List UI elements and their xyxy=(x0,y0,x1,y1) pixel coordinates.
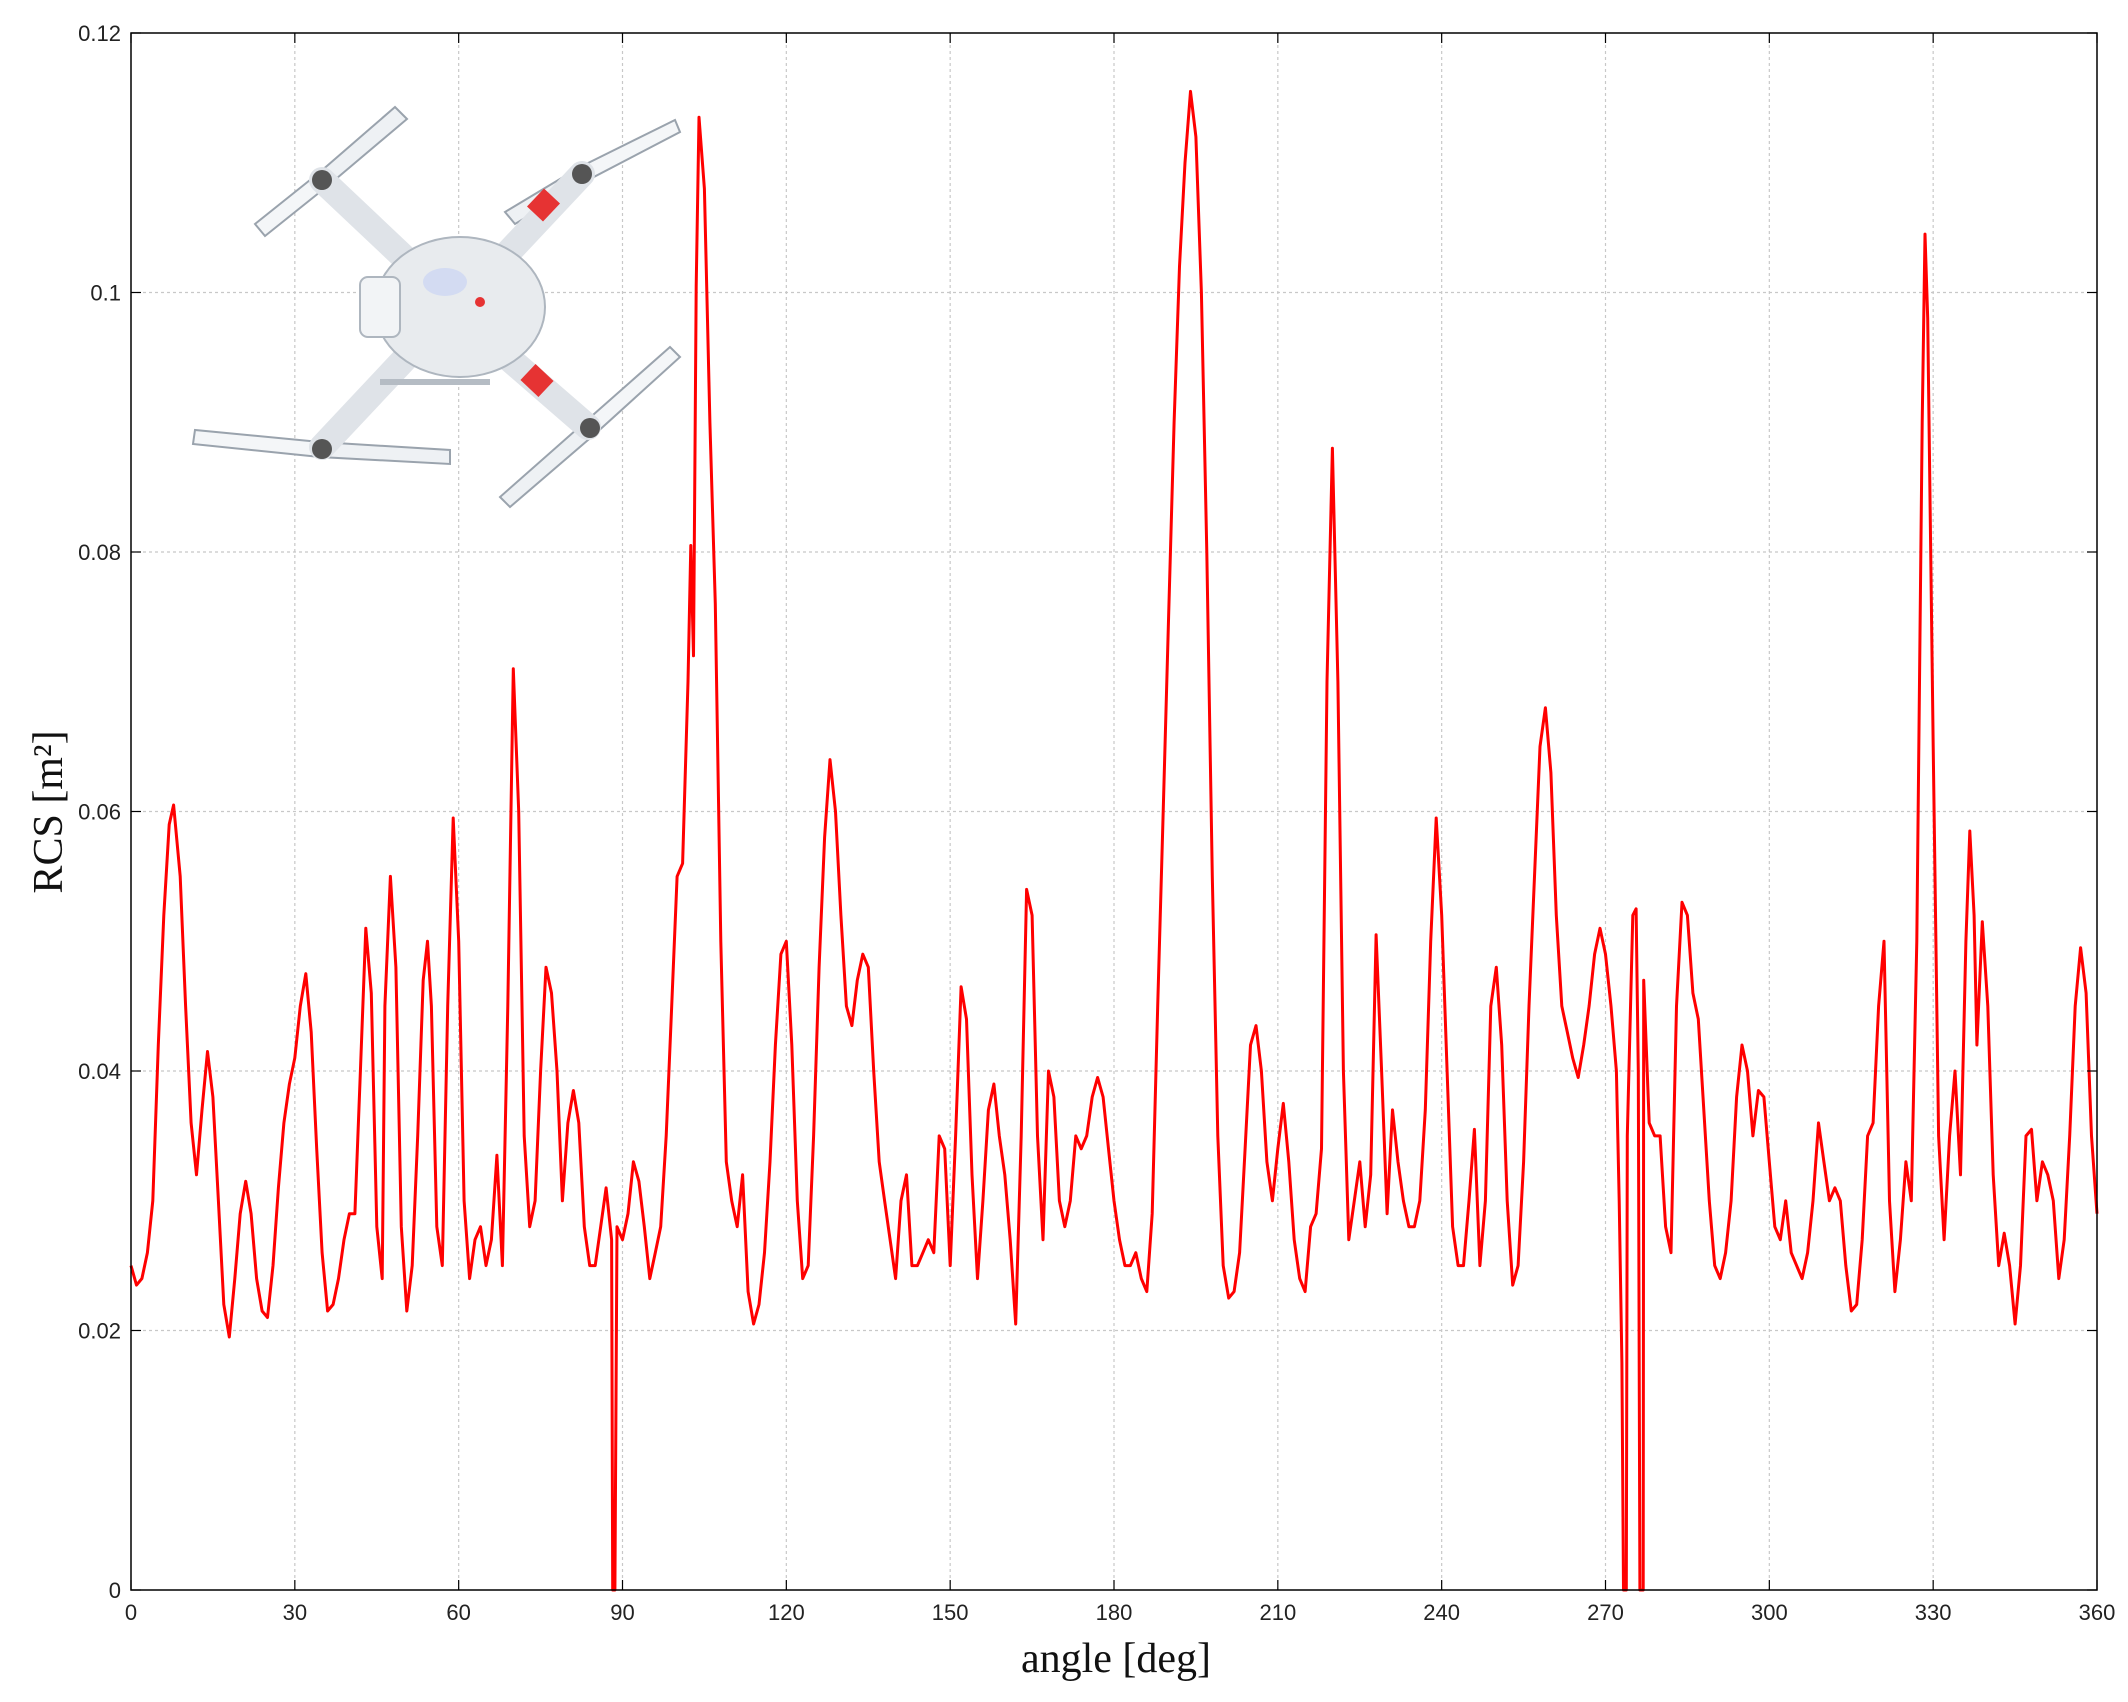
x-tick-label: 210 xyxy=(1259,1600,1296,1625)
grid-lines xyxy=(131,33,2097,1590)
drone-inset-image xyxy=(191,105,682,509)
x-tick-label: 90 xyxy=(610,1600,634,1625)
x-tick-label: 120 xyxy=(768,1600,805,1625)
x-tick-labels: 0 30 60 90 120 150 180 210 240 270 300 330 360 xyxy=(125,1600,2115,1625)
x-tick-label: 270 xyxy=(1587,1600,1624,1625)
x-tick-label: 60 xyxy=(446,1600,470,1625)
x-tick-label: 180 xyxy=(1096,1600,1133,1625)
series-line-rcs xyxy=(129,89,2099,1592)
y-tick-label: 0.02 xyxy=(78,1319,121,1344)
y-axis-label: RCS [m²] xyxy=(26,730,72,893)
tick-marks xyxy=(130,32,2098,1591)
x-axis-label: angle [deg] xyxy=(1021,1636,1211,1682)
x-tick-label: 0 xyxy=(125,1600,137,1625)
y-tick-label: 0.08 xyxy=(78,540,121,565)
x-tick-label: 360 xyxy=(2079,1600,2116,1625)
x-tick-label: 300 xyxy=(1751,1600,1788,1625)
y-tick-label: 0 xyxy=(109,1578,121,1603)
x-tick-label: 240 xyxy=(1423,1600,1460,1625)
y-tick-label: 0.1 xyxy=(90,281,121,306)
x-tick-label: 150 xyxy=(932,1600,969,1625)
y-tick-label: 0.06 xyxy=(78,800,121,825)
x-tick-label: 30 xyxy=(283,1600,307,1625)
x-tick-label: 330 xyxy=(1915,1600,1952,1625)
y-tick-label: 0.04 xyxy=(78,1059,121,1084)
y-tick-labels: 0 0.02 0.04 0.06 0.08 0.1 0.12 xyxy=(78,21,121,1603)
series-layer xyxy=(129,89,2099,1592)
y-tick-label: 0.12 xyxy=(78,21,121,46)
